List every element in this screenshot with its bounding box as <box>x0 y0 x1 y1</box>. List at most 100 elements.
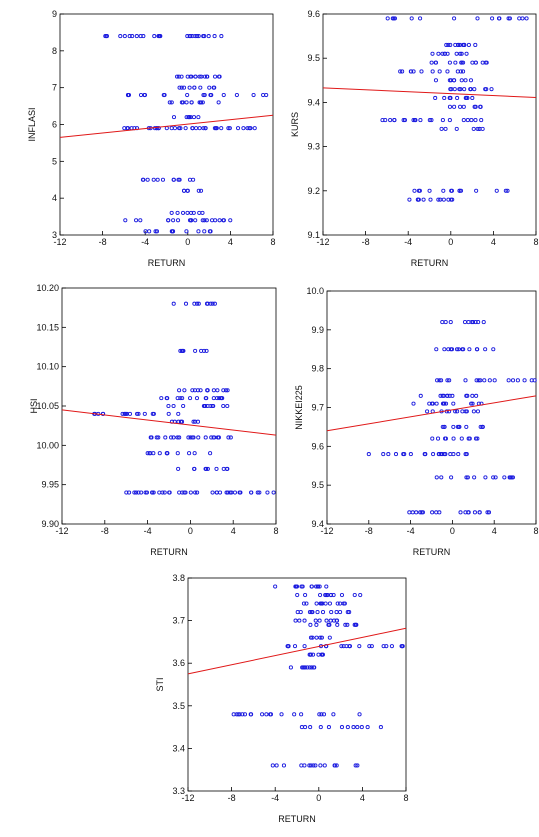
data-point <box>134 218 139 223</box>
data-point <box>388 118 393 123</box>
x-tick-label: -12 <box>53 237 66 247</box>
data-point <box>313 763 318 768</box>
data-point <box>144 490 150 495</box>
data-point <box>153 229 158 234</box>
data-point <box>332 763 337 768</box>
data-point <box>157 490 162 495</box>
data-point <box>440 118 445 123</box>
data-point <box>469 401 474 406</box>
data-point <box>175 210 180 215</box>
y-tick-label: 10.15 <box>36 322 59 332</box>
data-point <box>454 347 460 352</box>
data-point <box>472 104 477 109</box>
data-point <box>164 126 169 131</box>
data-point <box>427 118 432 123</box>
data-point <box>171 301 176 306</box>
data-point <box>141 34 146 39</box>
data-point <box>191 210 196 215</box>
data-point <box>484 87 489 92</box>
data-point <box>169 100 174 105</box>
data-point <box>418 393 423 398</box>
data-point <box>502 475 507 480</box>
y-tick-label: 9.95 <box>41 480 59 490</box>
data-point <box>219 34 224 39</box>
data-point <box>288 665 293 670</box>
data-point <box>425 409 430 414</box>
data-point <box>447 378 452 383</box>
data-point <box>302 644 307 649</box>
data-point <box>389 644 394 649</box>
data-point <box>208 229 213 234</box>
data-point <box>435 436 441 441</box>
data-point <box>505 188 510 193</box>
data-point <box>354 622 359 627</box>
data-point <box>434 401 439 406</box>
data-point <box>248 712 253 717</box>
data-point <box>171 218 176 223</box>
data-point <box>393 452 399 457</box>
data-point <box>193 490 198 495</box>
data-point <box>226 126 231 131</box>
data-point <box>472 87 477 92</box>
data-point <box>343 622 348 627</box>
y-tick-label: 10.20 <box>36 283 59 293</box>
data-point <box>351 725 356 730</box>
data-point <box>307 763 312 768</box>
data-point <box>292 644 298 649</box>
x-tick-label: 0 <box>316 793 321 803</box>
y-tick-label: 3.7 <box>172 616 185 626</box>
data-point <box>524 16 529 21</box>
y-axis-label: STI <box>155 677 165 691</box>
data-point <box>138 92 144 98</box>
data-point <box>434 510 439 515</box>
data-point <box>457 42 462 47</box>
data-point <box>462 320 468 325</box>
data-point <box>197 126 202 131</box>
data-point <box>451 436 456 441</box>
data-point <box>198 85 203 90</box>
data-point <box>459 60 464 65</box>
data-point <box>297 618 302 623</box>
data-point <box>200 218 205 223</box>
data-point <box>195 301 200 306</box>
data-point <box>430 436 435 441</box>
data-point <box>309 584 314 589</box>
data-point <box>409 69 414 74</box>
data-point <box>228 218 233 223</box>
data-point <box>151 411 156 416</box>
data-point <box>185 74 190 79</box>
data-point <box>228 435 233 440</box>
data-point <box>189 74 194 79</box>
data-point <box>365 725 370 730</box>
data-point <box>467 347 472 352</box>
data-point <box>132 490 137 495</box>
data-point <box>320 610 326 615</box>
data-point <box>164 451 169 456</box>
x-tick-label: 8 <box>533 237 538 247</box>
data-point <box>181 188 187 193</box>
data-point <box>416 188 421 193</box>
data-point <box>205 466 210 471</box>
y-tick-label: 9.1 <box>307 230 320 240</box>
data-point <box>473 320 478 325</box>
data-point <box>226 435 231 440</box>
data-point <box>478 104 483 109</box>
data-point <box>104 34 109 39</box>
data-point <box>292 712 297 717</box>
data-point <box>435 378 440 383</box>
data-point <box>169 435 174 440</box>
x-tick-label: 4 <box>491 237 496 247</box>
data-point <box>338 610 343 615</box>
data-point <box>357 712 362 717</box>
data-point <box>415 197 421 202</box>
data-point <box>138 218 143 223</box>
plot-area <box>187 577 407 792</box>
data-point <box>122 34 127 39</box>
data-point <box>470 60 475 65</box>
y-tick-label: 5 <box>52 156 57 166</box>
data-point <box>150 490 155 495</box>
data-point <box>352 592 357 598</box>
data-point <box>235 126 241 131</box>
data-point <box>142 92 148 98</box>
data-point <box>300 584 305 589</box>
